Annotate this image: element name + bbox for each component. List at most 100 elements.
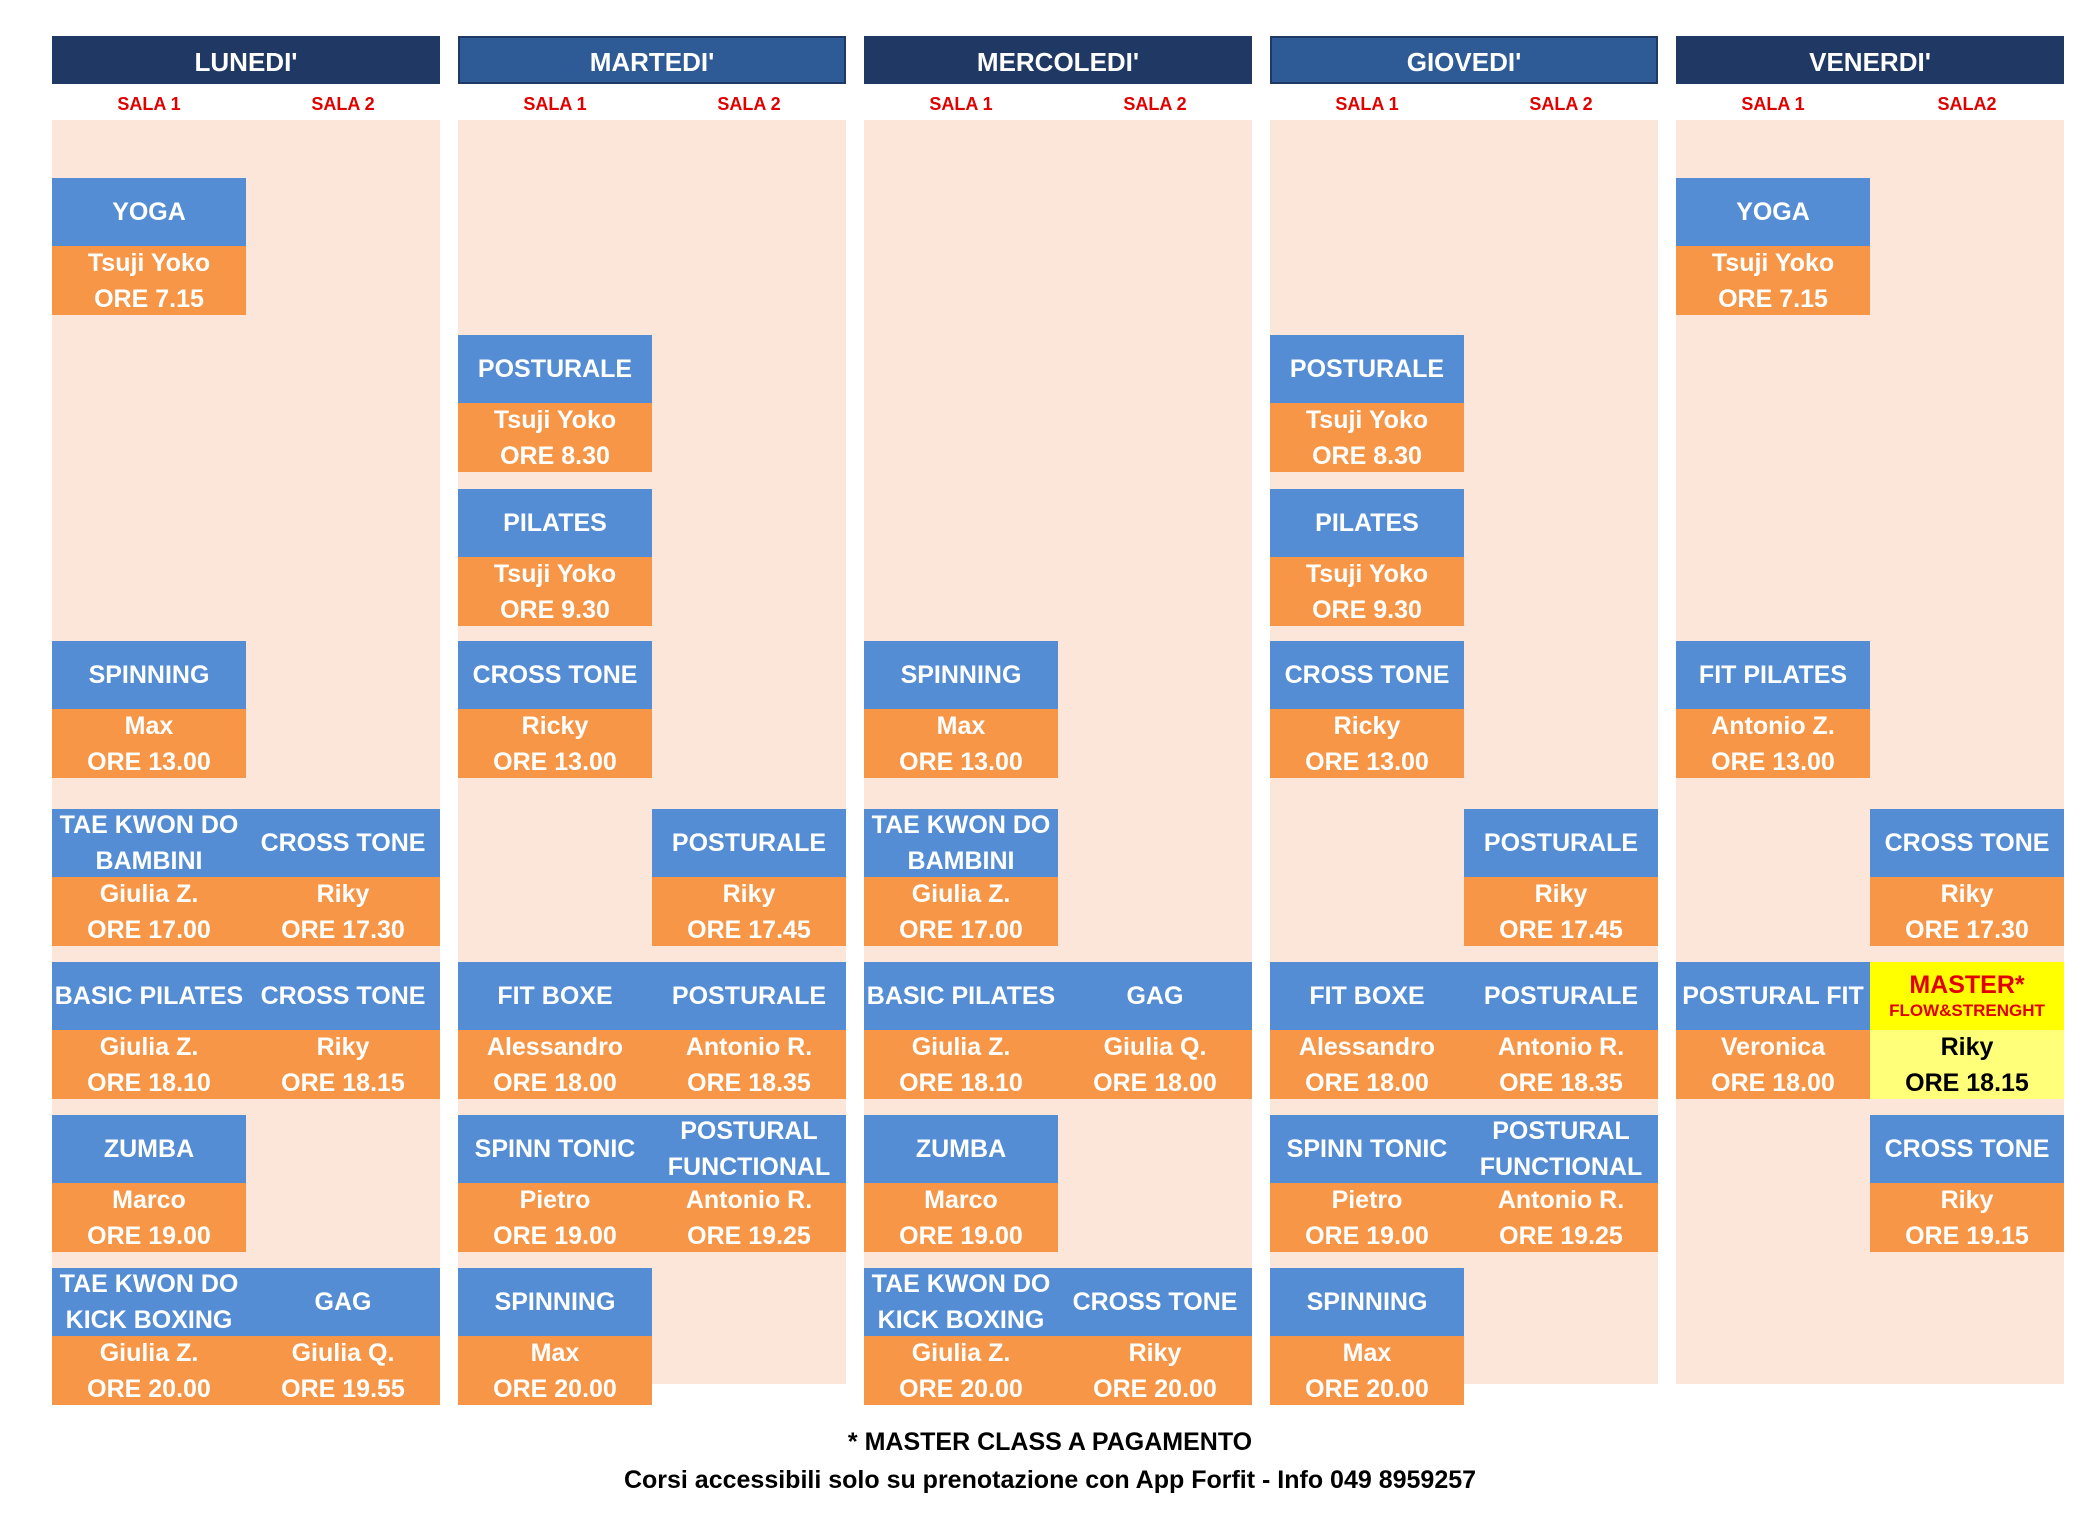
class-name: SPINNING	[864, 641, 1058, 709]
class-card: POSTURALE Antonio R. ORE 18.35	[652, 962, 846, 1099]
class-name: POSTURAL FUNCTIONAL	[1464, 1115, 1658, 1183]
class-info: Antonio R. ORE 19.25	[1464, 1183, 1658, 1252]
instructor-name: Antonio R.	[1497, 1032, 1625, 1061]
class-info: Ricky ORE 13.00	[1270, 709, 1464, 778]
class-name: TAE KWON DO KICK BOXING	[864, 1268, 1058, 1336]
class-time: ORE 8.30	[1312, 441, 1422, 470]
class-name: POSTURALE	[652, 809, 846, 877]
class-time: ORE 20.00	[899, 1374, 1023, 1403]
instructor-name: Pietro	[519, 1185, 591, 1214]
class-name: TAE KWON DO BAMBINI	[52, 809, 246, 877]
class-card: CROSS TONE Riky ORE 20.00	[1058, 1268, 1252, 1405]
class-card: ZUMBA Marco ORE 19.00	[52, 1115, 246, 1252]
class-info: Tsuji Yoko ORE 7.15	[1676, 246, 1870, 315]
class-info: Pietro ORE 19.00	[458, 1183, 652, 1252]
class-time: ORE 19.55	[281, 1374, 405, 1403]
class-name: GAG	[246, 1268, 440, 1336]
class-time: ORE 19.00	[87, 1221, 211, 1250]
class-info: Riky ORE 17.30	[246, 877, 440, 946]
class-info: Riky ORE 18.15	[246, 1030, 440, 1099]
class-time: ORE 20.00	[493, 1374, 617, 1403]
day-column-martedi: MARTEDI' SALA 1 SALA 2 POSTURALE Tsuji Yoko O…	[458, 36, 846, 1405]
class-time: ORE 19.00	[493, 1221, 617, 1250]
class-card: CROSS TONE Ricky ORE 13.00	[458, 641, 652, 778]
sala-2-label: SALA2	[1937, 93, 1997, 114]
master-subtitle: FLOW&STRENGHT	[1889, 1001, 2045, 1020]
class-card: GAG Giulia Q. ORE 18.00	[1058, 962, 1252, 1099]
class-info: Antonio R. ORE 19.25	[652, 1183, 846, 1252]
day-body: SPINNING Max ORE 13.00 TAE KWON DO BAMBINI G…	[864, 120, 1252, 1405]
class-info: Alessandro ORE 18.00	[1270, 1030, 1464, 1099]
class-name: FIT PILATES	[1676, 641, 1870, 709]
class-info: Ricky ORE 13.00	[458, 709, 652, 778]
class-info: Marco ORE 19.00	[864, 1183, 1058, 1252]
class-time: ORE 18.15	[1905, 1068, 2029, 1097]
instructor-name: Antonio R.	[685, 1032, 813, 1061]
class-time: ORE 7.15	[1718, 284, 1828, 313]
class-card: SPINNING Max ORE 13.00	[52, 641, 246, 778]
instructor-name: Marco	[112, 1185, 186, 1214]
instructor-name: Max	[936, 711, 986, 740]
class-info: Tsuji Yoko ORE 9.30	[458, 557, 652, 626]
class-info: Antonio R. ORE 18.35	[1464, 1030, 1658, 1099]
class-card: ZUMBA Marco ORE 19.00	[864, 1115, 1058, 1252]
class-name: GAG	[1058, 962, 1252, 1030]
class-card: TAE KWON DO BAMBINI Giulia Z. ORE 17.00	[52, 809, 246, 946]
class-info: Riky ORE 17.30	[1870, 877, 2064, 946]
sala-labels: SALA 1 SALA 2	[1270, 84, 1658, 124]
class-name: BASIC PILATES	[864, 962, 1058, 1030]
class-name: TAE KWON DO KICK BOXING	[52, 1268, 246, 1336]
instructor-name: Marco	[924, 1185, 998, 1214]
instructor-name: Giulia Z.	[911, 1338, 1011, 1367]
day-column-mercoledi: MERCOLEDI' SALA 1 SALA 2 SPINNING Max ORE 13.…	[864, 36, 1252, 1405]
class-card: TAE KWON DO BAMBINI Giulia Z. ORE 17.00	[864, 809, 1058, 946]
class-name: YOGA	[1676, 178, 1870, 246]
class-card: POSTURALE Tsuji Yoko ORE 8.30	[1270, 335, 1464, 472]
class-name: SPINN TONIC	[1270, 1115, 1464, 1183]
class-name: ZUMBA	[52, 1115, 246, 1183]
class-info: Giulia Z. ORE 20.00	[864, 1336, 1058, 1405]
instructor-name: Tsuji Yoko	[493, 559, 617, 588]
day-column-lunedi: LUNEDI' SALA 1 SALA 2 YOGA Tsuji Yoko ORE 7.1…	[52, 36, 440, 1405]
class-time: ORE 20.00	[1305, 1374, 1429, 1403]
class-card: BASIC PILATES Giulia Z. ORE 18.10	[864, 962, 1058, 1099]
class-time: ORE 17.00	[899, 915, 1023, 944]
instructor-name: Giulia Z.	[99, 879, 199, 908]
class-info: Max ORE 13.00	[864, 709, 1058, 778]
class-card: CROSS TONE Riky ORE 18.15	[246, 962, 440, 1099]
sala-2-label: SALA 2	[1123, 93, 1187, 114]
class-info: Giulia Z. ORE 18.10	[52, 1030, 246, 1099]
class-info: Alessandro ORE 18.00	[458, 1030, 652, 1099]
class-card: POSTURALE Riky ORE 17.45	[1464, 809, 1658, 946]
class-time: ORE 13.00	[87, 747, 211, 776]
class-name: POSTURALE	[652, 962, 846, 1030]
class-name: CROSS TONE	[458, 641, 652, 709]
class-info: Riky ORE 18.15	[1870, 1030, 2064, 1099]
class-card: POSTURAL FIT Veronica ORE 18.00	[1676, 962, 1870, 1099]
instructor-name: Riky	[722, 879, 776, 908]
class-time: ORE 19.25	[687, 1221, 811, 1250]
class-card: MASTER* FLOW&STRENGHT Riky ORE 18.15	[1870, 962, 2064, 1099]
class-time: ORE 19.25	[1499, 1221, 1623, 1250]
class-time: ORE 13.00	[899, 747, 1023, 776]
class-card: CROSS TONE Riky ORE 17.30	[246, 809, 440, 946]
class-time: ORE 17.30	[281, 915, 405, 944]
instructor-name: Alessandro	[486, 1032, 624, 1061]
class-info: Marco ORE 19.00	[52, 1183, 246, 1252]
class-time: ORE 7.15	[94, 284, 204, 313]
class-card: TAE KWON DO KICK BOXING Giulia Z. ORE 20.0…	[864, 1268, 1058, 1405]
instructor-name: Riky	[1128, 1338, 1182, 1367]
instructor-name: Ricky	[521, 711, 589, 740]
class-time: ORE 9.30	[500, 595, 610, 624]
class-name: POSTURALE	[1464, 809, 1658, 877]
class-time: ORE 17.30	[1905, 915, 2029, 944]
day-header: MARTEDI'	[458, 36, 846, 84]
class-name: FIT BOXE	[1270, 962, 1464, 1030]
class-info: Tsuji Yoko ORE 8.30	[1270, 403, 1464, 472]
class-time: ORE 13.00	[493, 747, 617, 776]
class-name: FIT BOXE	[458, 962, 652, 1030]
class-info: Riky ORE 17.45	[1464, 877, 1658, 946]
class-card: SPINN TONIC Pietro ORE 19.00	[458, 1115, 652, 1252]
master-title: MASTER*	[1909, 971, 2025, 999]
booking-info: Corsi accessibili solo su prenotazione c…	[623, 1466, 1477, 1494]
